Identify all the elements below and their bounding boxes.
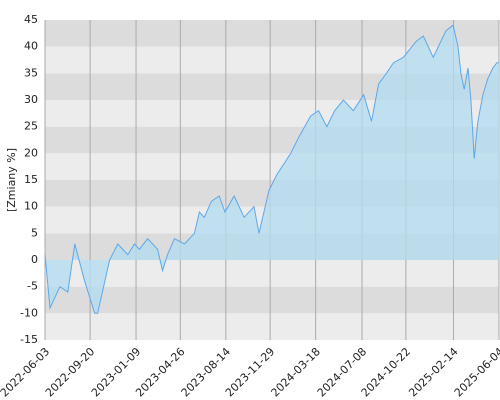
y-tick-label: -15 — [20, 333, 38, 346]
grid-band — [45, 260, 499, 287]
y-tick-label: 30 — [24, 93, 38, 106]
y-tick-label: 15 — [24, 173, 38, 186]
grid-band — [45, 286, 499, 314]
y-axis-label: [Zmiany %] — [5, 148, 18, 212]
grid-band — [45, 20, 499, 47]
y-tick-label: -5 — [27, 280, 38, 293]
area — [45, 25, 499, 314]
line — [44, 24, 499, 314]
y-tick-label: 25 — [24, 120, 38, 133]
y-tick-label: 45 — [24, 13, 38, 26]
y-tick-label: 35 — [24, 66, 38, 79]
y-tick-label: -10 — [20, 306, 38, 319]
y-tick-label: 10 — [24, 200, 38, 213]
y-tick-label: 40 — [24, 40, 38, 53]
y-tick-label: 5 — [31, 226, 38, 239]
y-tick-label: 20 — [24, 146, 38, 159]
y-tick-label: 0 — [31, 253, 38, 266]
grid-band — [45, 313, 499, 340]
